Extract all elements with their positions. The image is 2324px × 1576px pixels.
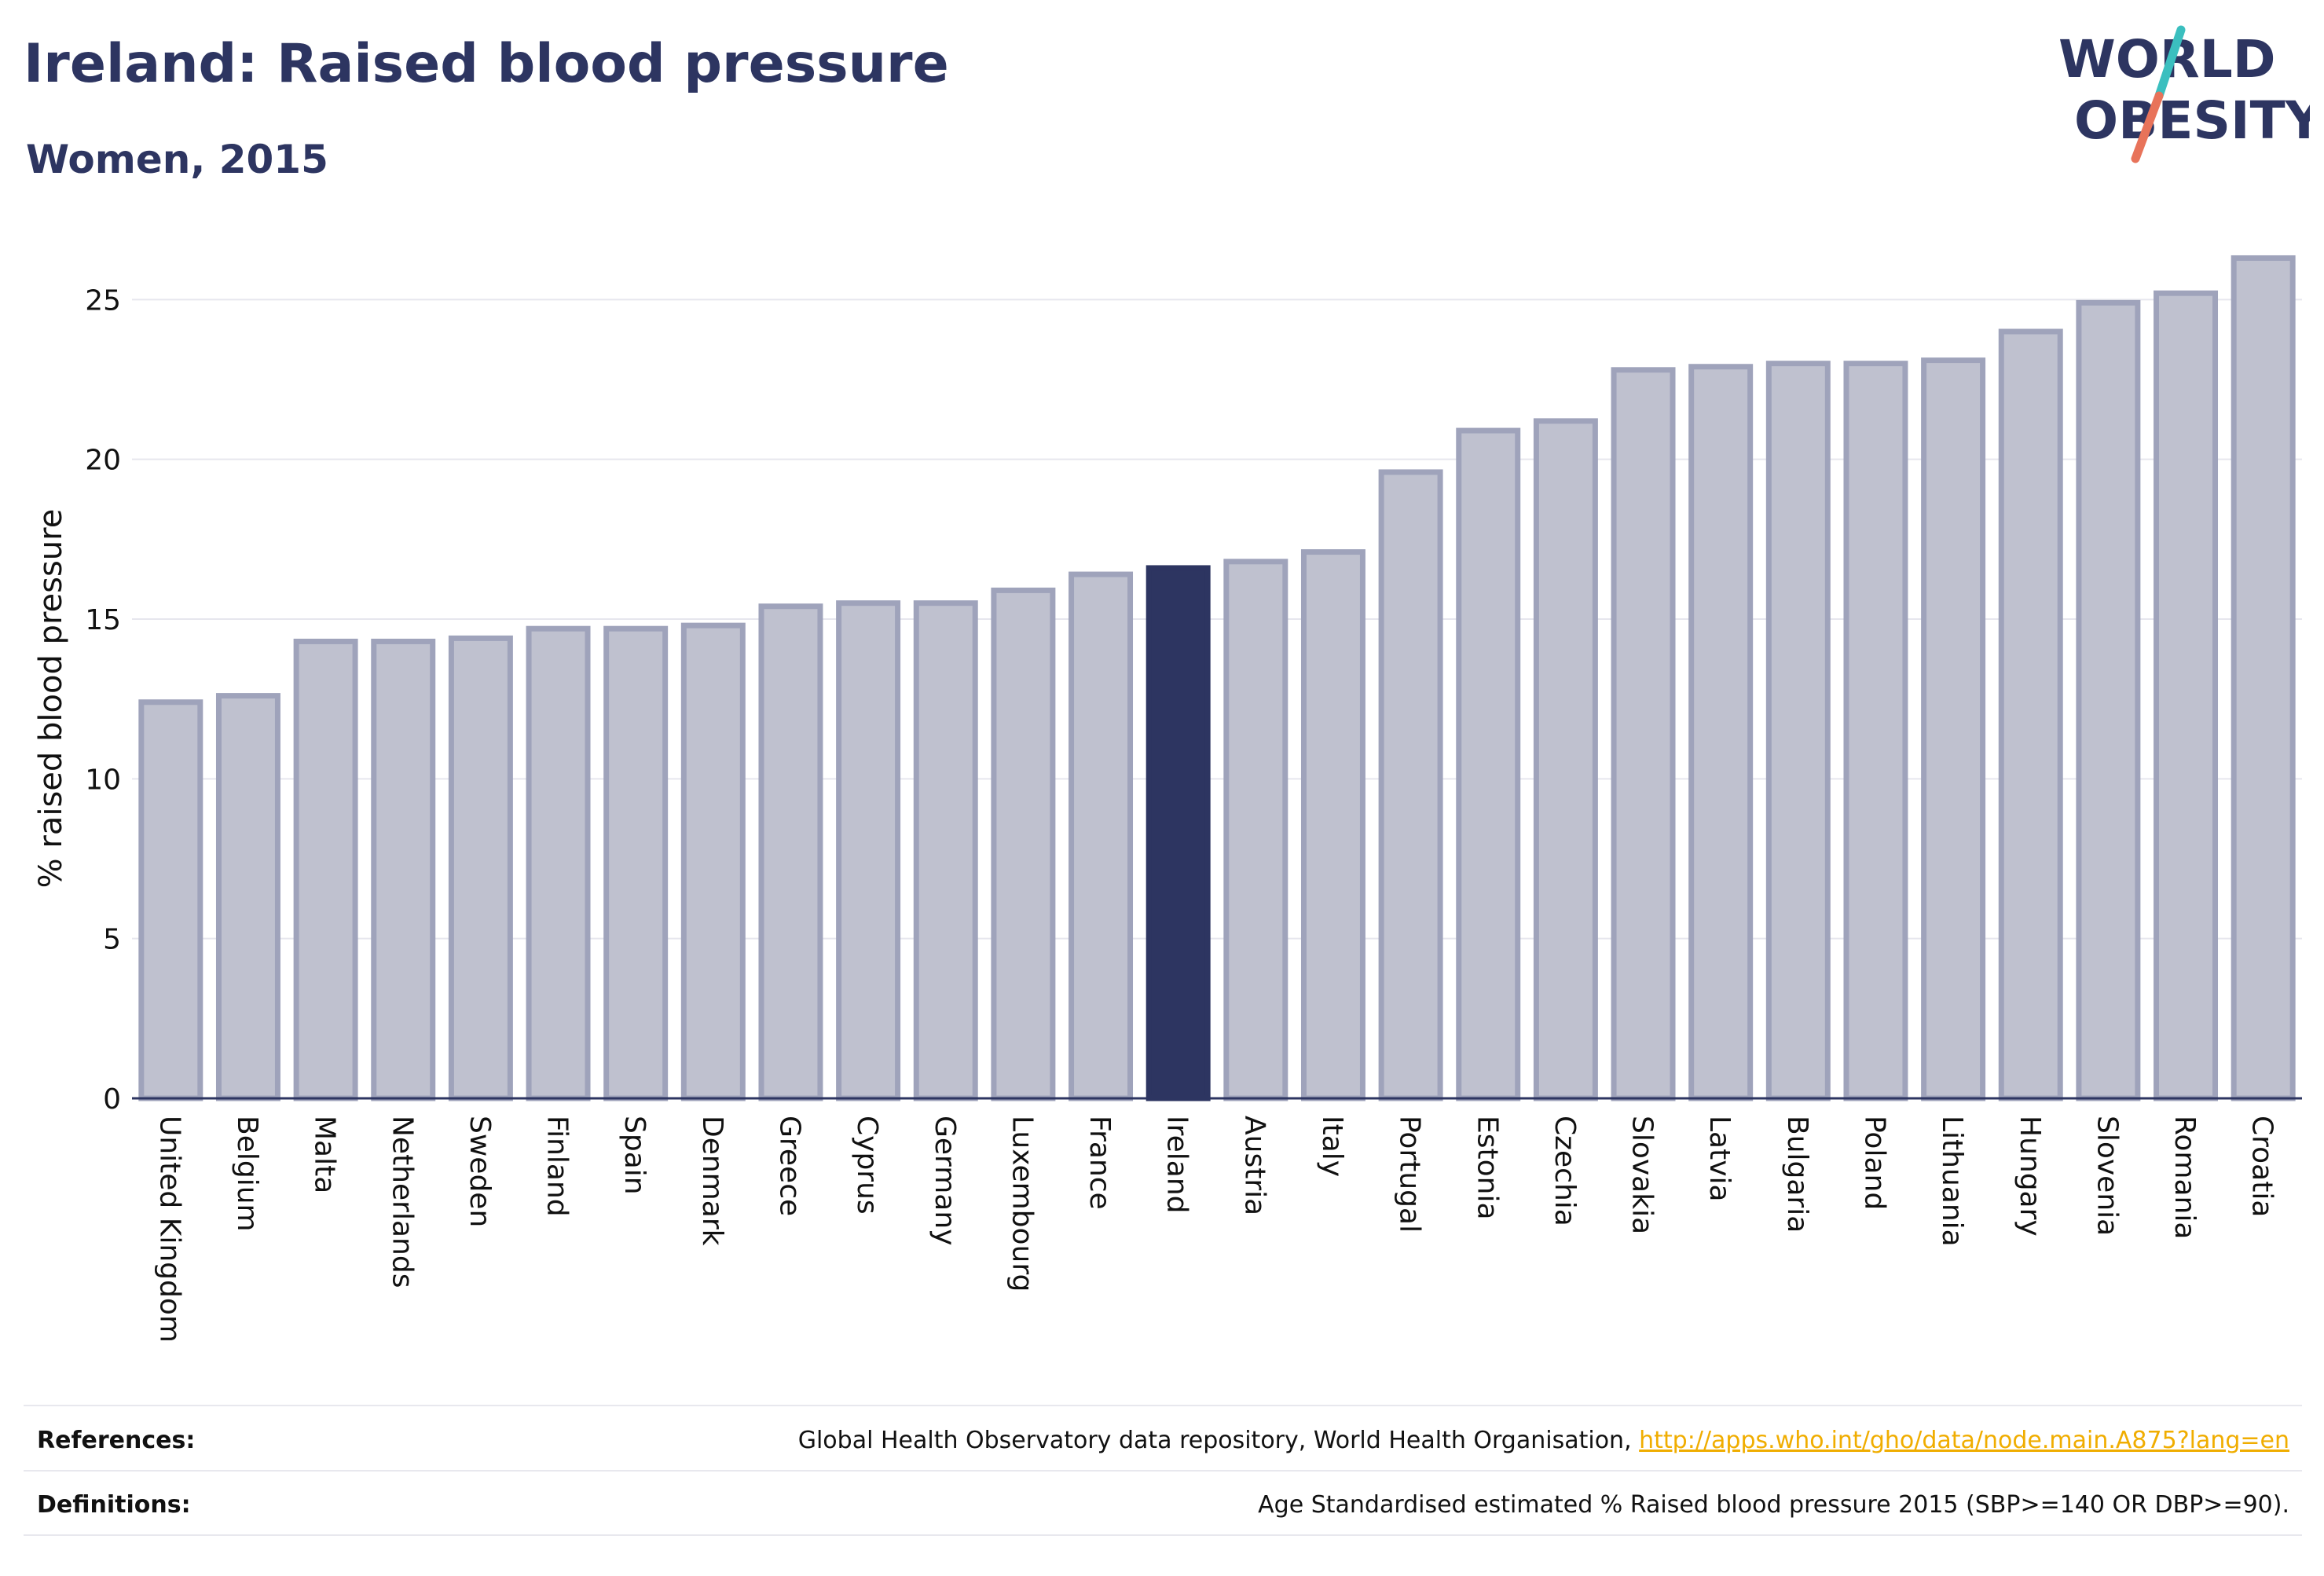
chart-subtitle: Women, 2015 — [26, 137, 328, 182]
bar — [526, 625, 591, 1101]
bar — [215, 693, 280, 1101]
bar — [680, 622, 746, 1101]
x-tick-label: Estonia — [1471, 1116, 1503, 1220]
bar — [138, 699, 203, 1101]
x-tick-label: Croatia — [2246, 1116, 2278, 1217]
x-tick-label: Malta — [309, 1116, 341, 1193]
bar — [1533, 418, 1598, 1101]
x-tick-label: France — [1083, 1116, 1116, 1210]
bar — [1456, 427, 1521, 1101]
bar — [371, 638, 436, 1101]
bar — [758, 603, 823, 1101]
bar — [991, 587, 1056, 1101]
bar — [1069, 571, 1134, 1101]
bar — [1765, 361, 1831, 1101]
bar — [1300, 549, 1365, 1101]
references-label: References: — [37, 1427, 196, 1454]
definitions-text: Age Standardised estimated % Raised bloo… — [1258, 1491, 2289, 1519]
x-tick-label: Finland — [541, 1116, 574, 1217]
world-obesity-logo: WORLD OBESITY — [2058, 25, 2310, 163]
y-axis-label: % raised blood pressure — [33, 509, 69, 889]
footer-divider-top — [24, 1405, 2302, 1406]
y-tick-label: 25 — [85, 284, 121, 317]
references-link[interactable]: http://apps.who.int/gho/data/node.main.A… — [1639, 1427, 2289, 1454]
x-tick-label: Portugal — [1394, 1116, 1426, 1233]
x-tick-label: Greece — [773, 1116, 805, 1216]
y-tick-label: 20 — [85, 445, 121, 477]
bar — [1146, 565, 1211, 1101]
x-tick-label: Ireland — [1161, 1116, 1193, 1214]
x-tick-label: Czechia — [1549, 1116, 1581, 1226]
bar — [448, 635, 513, 1101]
x-tick-label: Netherlands — [386, 1116, 418, 1288]
bar — [293, 638, 358, 1101]
logo-slash-top — [2154, 25, 2186, 101]
bar — [2231, 255, 2296, 1101]
bar — [2154, 290, 2219, 1101]
x-tick-label: Sweden — [464, 1116, 496, 1227]
chart-title: Ireland: Raised blood pressure — [24, 33, 949, 95]
x-tick-label: Slovenia — [2091, 1116, 2123, 1236]
definitions-label: Definitions: — [37, 1491, 191, 1519]
bar — [1843, 361, 1908, 1101]
x-tick-label: Luxembourg — [1006, 1116, 1038, 1292]
bar — [836, 600, 901, 1101]
bar — [1998, 328, 2063, 1101]
x-tick-label: Italy — [1316, 1116, 1348, 1177]
x-tick-label: Denmark — [696, 1116, 728, 1246]
references-source: Global Health Observatory data repositor… — [797, 1427, 1640, 1454]
logo-slash-bottom — [2131, 91, 2164, 163]
x-tick-label: Hungary — [2014, 1116, 2046, 1237]
bar — [1611, 367, 1676, 1101]
x-tick-label: Bulgaria — [1781, 1116, 1813, 1233]
x-tick-label: Austria — [1238, 1116, 1270, 1215]
x-tick-label: Romania — [2168, 1116, 2201, 1239]
bar — [1378, 469, 1443, 1101]
x-tick-label: Latvia — [1703, 1116, 1736, 1202]
y-tick-label: 0 — [103, 1083, 121, 1116]
x-tick-label: Poland — [1858, 1116, 1890, 1210]
x-tick-label: Cyprus — [851, 1116, 883, 1215]
logo-line2: OBESITY — [2074, 90, 2310, 151]
y-tick-label: 10 — [85, 764, 121, 796]
bar — [1921, 357, 1986, 1101]
bar — [913, 600, 978, 1101]
y-tick-label: 5 — [103, 924, 121, 956]
x-tick-label: Belgium — [231, 1116, 263, 1232]
footer-divider-bottom — [24, 1534, 2302, 1536]
x-tick-label: Spain — [618, 1116, 651, 1195]
bar — [1688, 364, 1754, 1101]
x-tick-label: Slovakia — [1626, 1116, 1659, 1234]
bar-chart: 0 5 10 15 20 25 United Kingdom Belgium Malta Neth… — [33, 255, 2302, 1343]
bar — [2076, 299, 2141, 1101]
references-text: Global Health Observatory data repositor… — [798, 1427, 2289, 1454]
bar — [603, 625, 669, 1101]
bar — [1223, 559, 1288, 1101]
x-tick-label: United Kingdom — [153, 1116, 185, 1343]
x-tick-label: Lithuania — [1936, 1116, 1968, 1247]
x-tick-label: Germany — [929, 1116, 961, 1245]
footer-divider-middle — [24, 1470, 2302, 1472]
y-tick-label: 15 — [85, 604, 121, 636]
